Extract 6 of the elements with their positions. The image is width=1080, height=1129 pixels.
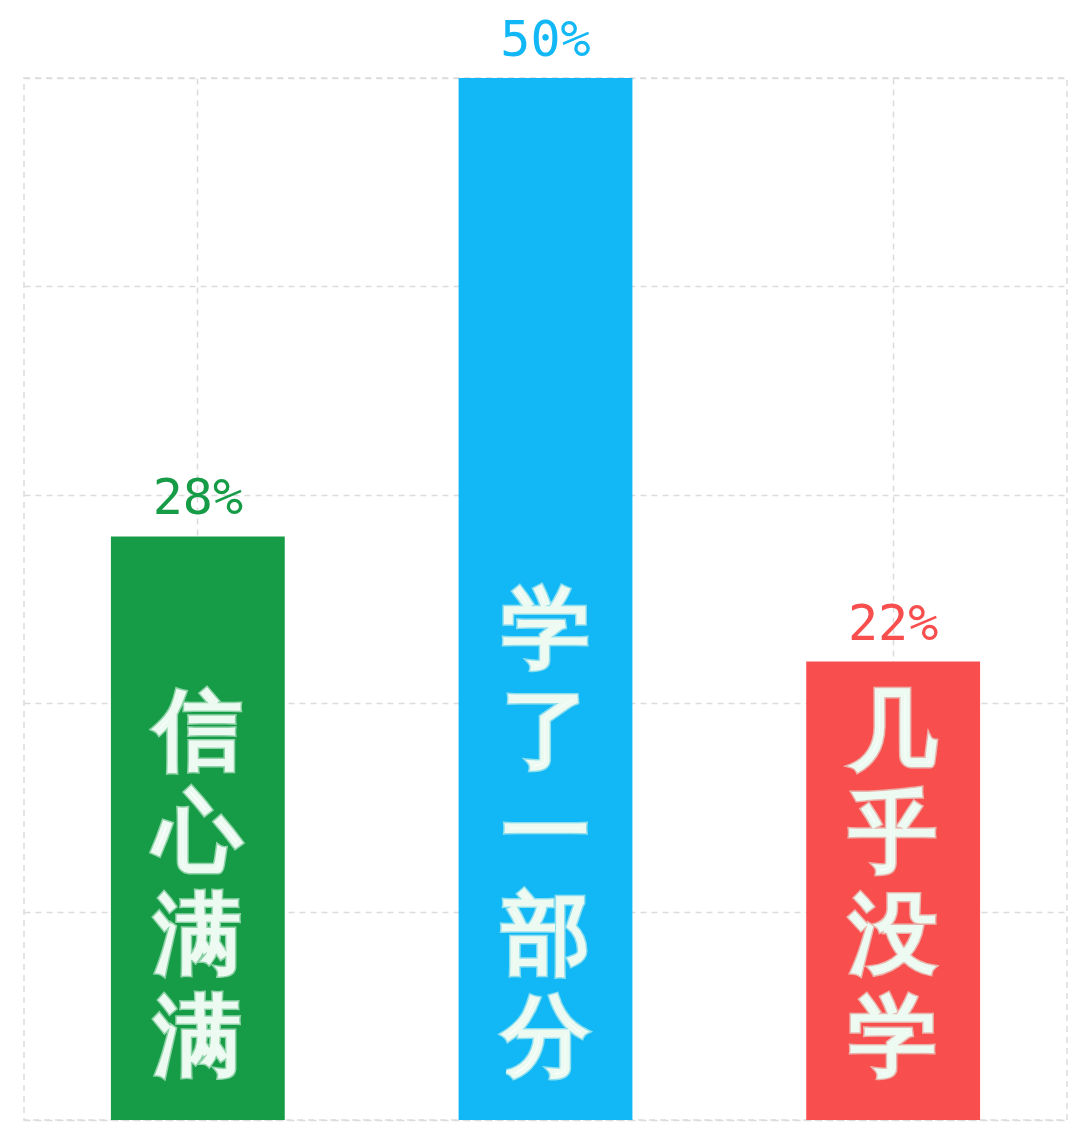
x-tick-label: 学了一部分 [499, 576, 590, 1087]
data-label: 22% [848, 593, 939, 652]
x-tick-label: 几乎没学 [847, 678, 938, 1087]
data-label: 50% [500, 10, 591, 68]
x-tick-label: 信心满满 [149, 678, 244, 1087]
data-label: 28% [152, 468, 243, 527]
